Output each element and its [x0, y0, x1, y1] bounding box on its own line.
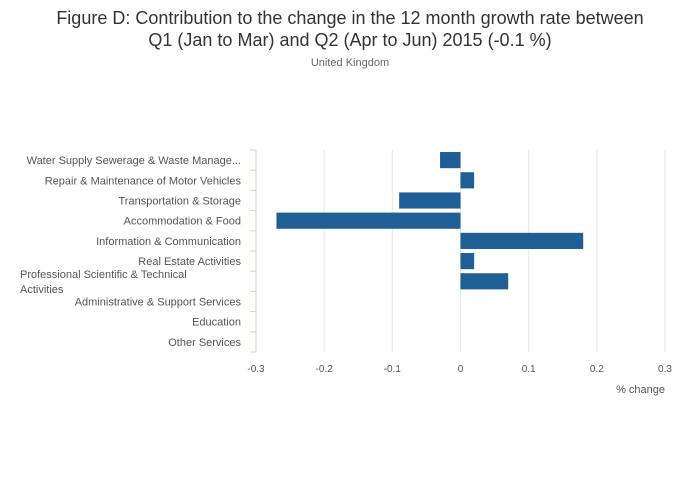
- category-label: Professional Scientific & Technical: [20, 269, 187, 281]
- x-tick-label: -0.1: [384, 364, 402, 375]
- category-label: Other Services: [168, 337, 241, 349]
- chart-title-line-1: Figure D: Contribution to the change in …: [56, 8, 644, 28]
- bar: [460, 253, 475, 270]
- bar: [276, 212, 461, 229]
- category-label: Repair & Maintenance of Motor Vehicles: [45, 175, 242, 187]
- x-tick-label: 0.3: [658, 364, 672, 375]
- category-label: Activities: [20, 284, 64, 296]
- x-tick-label: -0.2: [316, 364, 334, 375]
- chart-title-line-2: Q1 (Jan to Mar) and Q2 (Apr to Jun) 2015…: [148, 30, 552, 50]
- chart-title: Figure D: Contribution to the change in …: [0, 7, 700, 51]
- category-label: Education: [192, 317, 241, 329]
- category-label: Transportation & Storage: [119, 196, 242, 208]
- x-tick-label: -0.3: [247, 364, 265, 375]
- bar: [460, 273, 509, 290]
- category-label: Information & Communication: [96, 236, 241, 248]
- x-axis-title: % change: [616, 384, 665, 396]
- chart-subtitle: United Kingdom: [310, 57, 390, 69]
- x-tick-label: 0: [458, 364, 464, 375]
- category-label: Accommodation & Food: [124, 216, 241, 228]
- x-tick-label: 0.2: [590, 364, 604, 375]
- bar: [399, 192, 461, 209]
- bar: [440, 152, 461, 169]
- bar: [460, 172, 475, 189]
- x-tick-label: 0.1: [522, 364, 536, 375]
- category-label: Real Estate Activities: [138, 256, 241, 268]
- bar: [460, 232, 584, 249]
- category-label: Water Supply Sewerage & Waste Manage...: [27, 155, 241, 167]
- category-label: Administrative & Support Services: [75, 297, 242, 309]
